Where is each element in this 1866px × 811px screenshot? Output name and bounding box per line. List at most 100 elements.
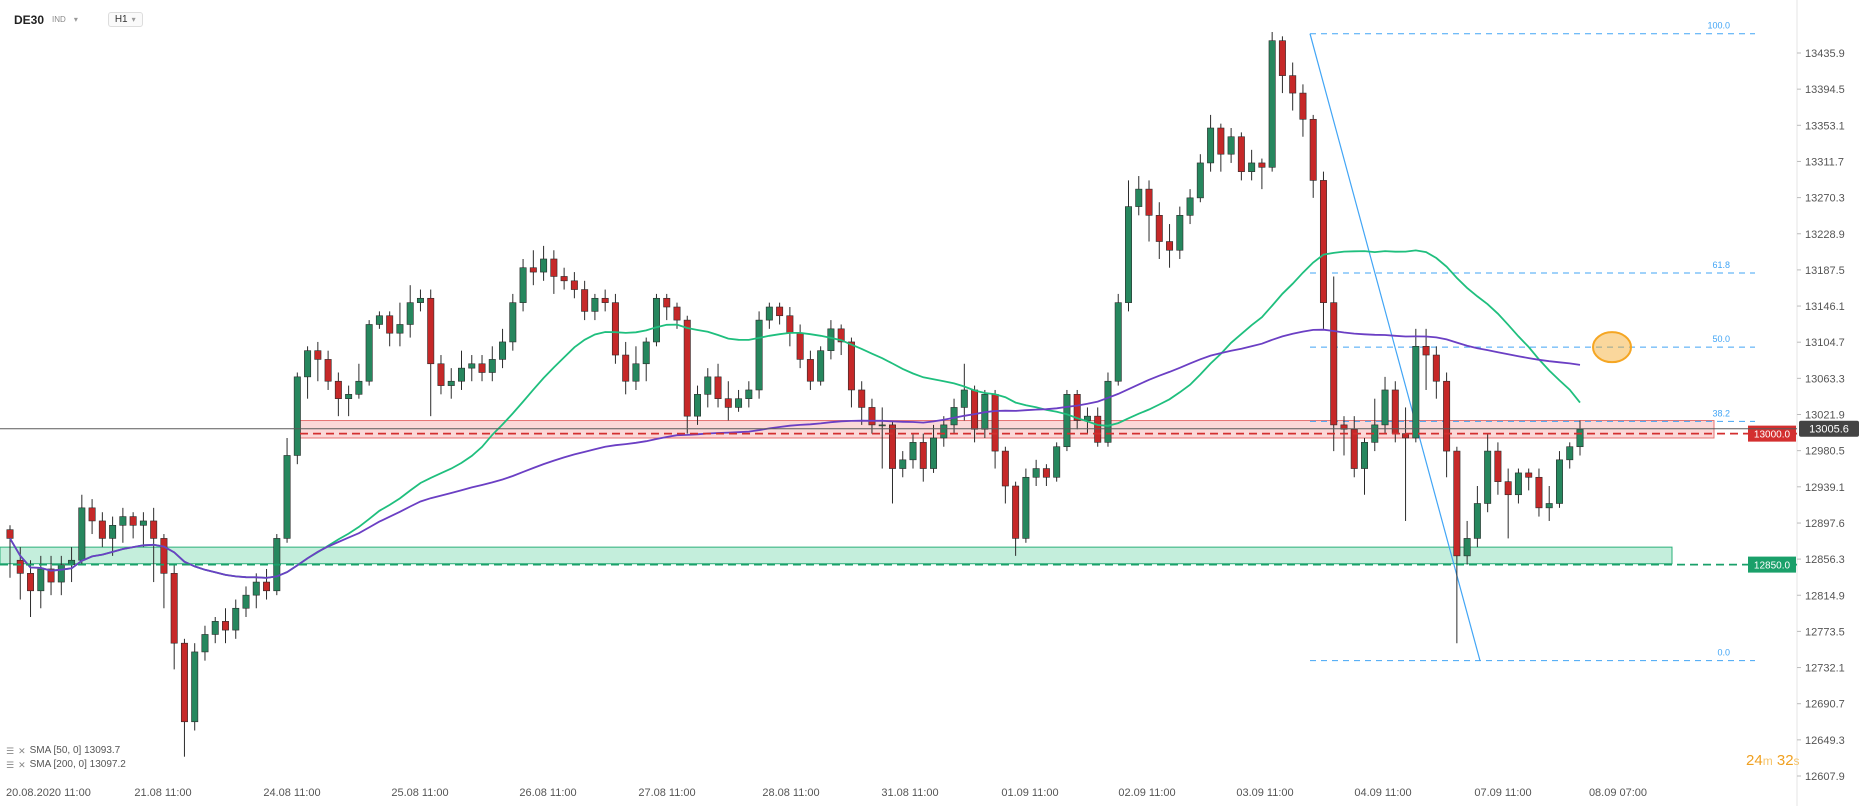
candle-body: [396, 324, 404, 334]
legend-sma50-label: SMA [50, 0] 13093.7: [29, 745, 121, 756]
legend-row-sma50[interactable]: ☰ ✕ SMA [50, 0] 13093.7: [6, 744, 126, 758]
candle-body: [868, 407, 876, 426]
y-tick-label: 13311.7: [1805, 156, 1844, 168]
support-level-tag: [1748, 556, 1796, 573]
candle-countdown-timer: 24m 32s: [1746, 752, 1800, 769]
candle-body: [1227, 136, 1235, 155]
y-tick-label: 12897.6: [1805, 518, 1845, 530]
list-icon[interactable]: ☰: [6, 760, 15, 770]
candle-body: [1012, 485, 1020, 539]
last-price-tag: [1799, 420, 1859, 437]
candle-body: [704, 376, 712, 395]
close-icon[interactable]: ✕: [18, 746, 26, 756]
candle-body: [222, 621, 229, 631]
candle-body: [786, 315, 794, 334]
candle-body: [1166, 241, 1174, 251]
candle-body: [88, 507, 96, 522]
candle-body: [1186, 197, 1194, 216]
candle-body: [201, 634, 209, 653]
candle-body: [314, 350, 322, 360]
candle-body: [1576, 428, 1584, 448]
candle-body: [1443, 380, 1451, 452]
timeframe-selector[interactable]: H1 ▾: [107, 12, 143, 27]
symbol-chevron-down-icon[interactable]: ▾: [73, 15, 78, 24]
candle-body: [499, 341, 507, 360]
candle-body: [827, 328, 835, 351]
candle-body: [365, 324, 373, 382]
y-tick-label: 13353.1: [1805, 120, 1845, 132]
fib-trend-line: [1309, 33, 1481, 661]
y-tick-label: 13435.9: [1805, 48, 1845, 60]
candle-body: [1514, 472, 1522, 496]
candle-body: [468, 363, 476, 369]
candle-body: [1207, 127, 1215, 164]
candle-body: [1258, 162, 1266, 168]
candle-body: [529, 267, 537, 273]
y-tick-label: 13021.9: [1805, 410, 1845, 422]
candle-body: [334, 380, 342, 399]
candle-body: [16, 559, 24, 574]
timeframe-label: H1: [114, 14, 128, 25]
chart-toolbar: DE30 IND ▾ H1 ▾: [14, 12, 143, 27]
candle-body: [1114, 302, 1122, 382]
legend-row-sma200[interactable]: ☰ ✕ SMA [200, 0] 13097.2: [6, 758, 126, 772]
candle-body: [1268, 40, 1276, 168]
y-tick-label: 13063.3: [1805, 373, 1845, 385]
candle-body: [1340, 424, 1348, 430]
fib-level-label: 50.0: [1712, 334, 1730, 344]
candle-body: [581, 289, 589, 312]
candle-body: [1412, 346, 1420, 439]
candle-body: [129, 516, 137, 526]
candle-body: [1063, 394, 1071, 448]
candle-body: [1432, 354, 1440, 382]
timer-seconds: 32: [1776, 752, 1794, 769]
candle-body: [1196, 162, 1204, 199]
candle-body: [683, 319, 691, 417]
candle-body: [1525, 472, 1533, 478]
candle-body: [940, 424, 948, 439]
resistance-zone: [299, 420, 1715, 439]
candle-body: [1042, 468, 1050, 478]
candle-body: [930, 437, 938, 469]
candle-body: [1278, 40, 1286, 76]
candle-body: [735, 398, 743, 408]
candle-body: [324, 359, 332, 382]
candle-body: [427, 297, 435, 365]
candle-body: [386, 315, 394, 334]
candle-body: [673, 306, 681, 321]
candle-body: [509, 302, 517, 343]
x-tick-label: 31.08 11:00: [881, 787, 938, 799]
candle-body: [57, 564, 65, 583]
candle-body: [27, 573, 35, 592]
timeframe-chevron-down-icon: ▾: [131, 15, 136, 24]
fib-level-label: 100.0: [1707, 21, 1730, 31]
candle-body: [622, 354, 630, 382]
x-axis: 20.08.2020 11:00 21.08 11:00 24.08 11:00 25…: [6, 787, 1647, 799]
x-tick-label: 03.09 11:00: [1236, 787, 1293, 799]
candle-body: [1391, 389, 1399, 434]
candle-body: [355, 380, 363, 395]
candle-body: [180, 642, 188, 723]
x-tick-label: 26.08 11:00: [519, 787, 576, 799]
candle-body: [878, 424, 886, 427]
candle-body: [1494, 450, 1502, 482]
candle-body: [796, 332, 804, 360]
candle-body: [714, 376, 722, 399]
x-tick-label: 04.09 11:00: [1354, 787, 1411, 799]
candle-body: [652, 297, 660, 343]
candle-body: [458, 367, 465, 382]
candle-body: [1248, 162, 1256, 172]
candle-body: [416, 297, 424, 303]
symbol-label[interactable]: DE30: [14, 12, 45, 27]
close-icon[interactable]: ✕: [18, 760, 26, 770]
fibonacci-retracement: 100.0 61.8 50.0 38.2 0.0: [1309, 21, 1755, 662]
candle-body: [170, 573, 178, 644]
candle-body: [1535, 476, 1543, 509]
candle-body: [304, 350, 312, 378]
candle-body: [991, 394, 999, 452]
candle-body: [1176, 215, 1184, 251]
candle-body: [909, 442, 917, 461]
list-icon[interactable]: ☰: [6, 746, 15, 756]
